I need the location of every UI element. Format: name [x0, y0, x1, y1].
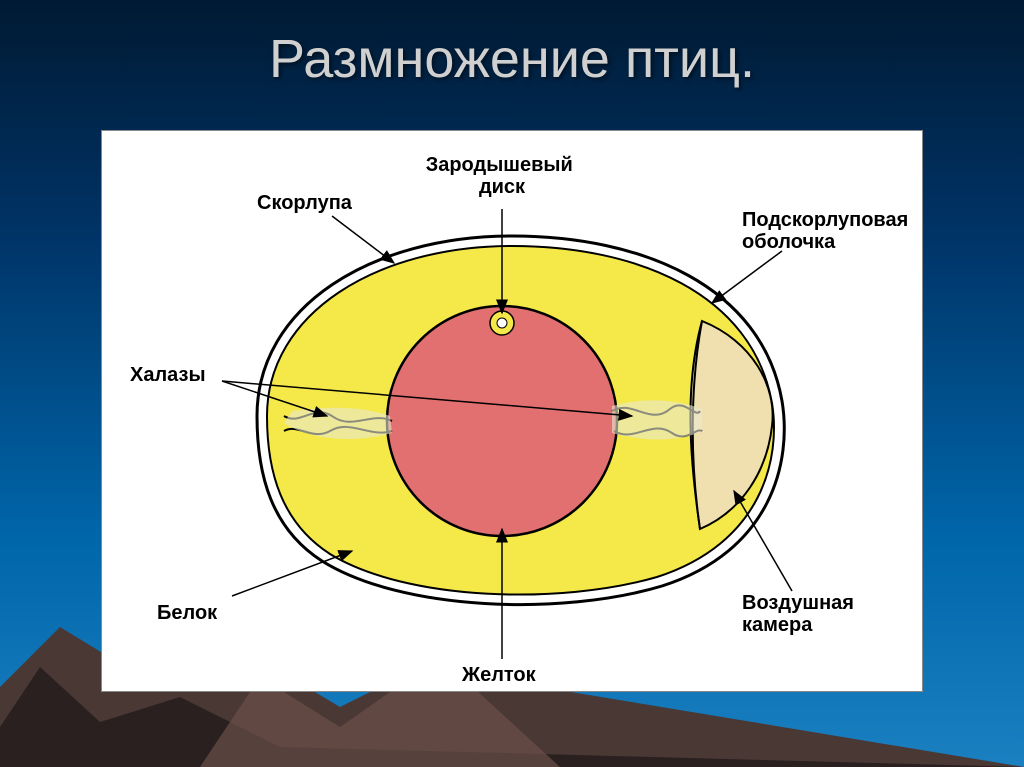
slide: Размножение птиц. — [0, 0, 1024, 767]
label-germinal: Зародышевый диск — [426, 154, 579, 198]
label-yolk: Желток — [461, 664, 537, 686]
egg-diagram: Скорлупа Зародышевый диск Подскорлуповая… — [101, 130, 923, 692]
slide-title: Размножение птиц. — [0, 28, 1024, 90]
germinal-disc-inner — [497, 318, 507, 328]
egg-svg: Скорлупа Зародышевый диск Подскорлуповая… — [102, 131, 922, 691]
label-membrane-l1: Подскорлуповая — [742, 209, 908, 231]
label-aircell-l1: Воздушная — [742, 592, 854, 614]
arrow-albumen — [232, 551, 352, 596]
label-chalazae: Халазы — [130, 364, 206, 386]
label-germinal-l1: Зародышевый — [426, 154, 573, 176]
yolk — [387, 306, 617, 536]
label-membrane-l2: оболочка — [742, 231, 836, 253]
arrow-shell — [332, 216, 394, 263]
label-albumen: Белок — [157, 602, 218, 624]
label-germinal-l2: диск — [479, 176, 526, 198]
label-membrane: Подскорлуповая оболочка — [742, 209, 914, 253]
label-shell: Скорлупа — [257, 192, 353, 214]
arrow-membrane — [712, 251, 782, 303]
label-aircell: Воздушная камера — [742, 592, 860, 636]
label-aircell-l2: камера — [742, 614, 813, 636]
chalaza-right — [612, 400, 702, 439]
